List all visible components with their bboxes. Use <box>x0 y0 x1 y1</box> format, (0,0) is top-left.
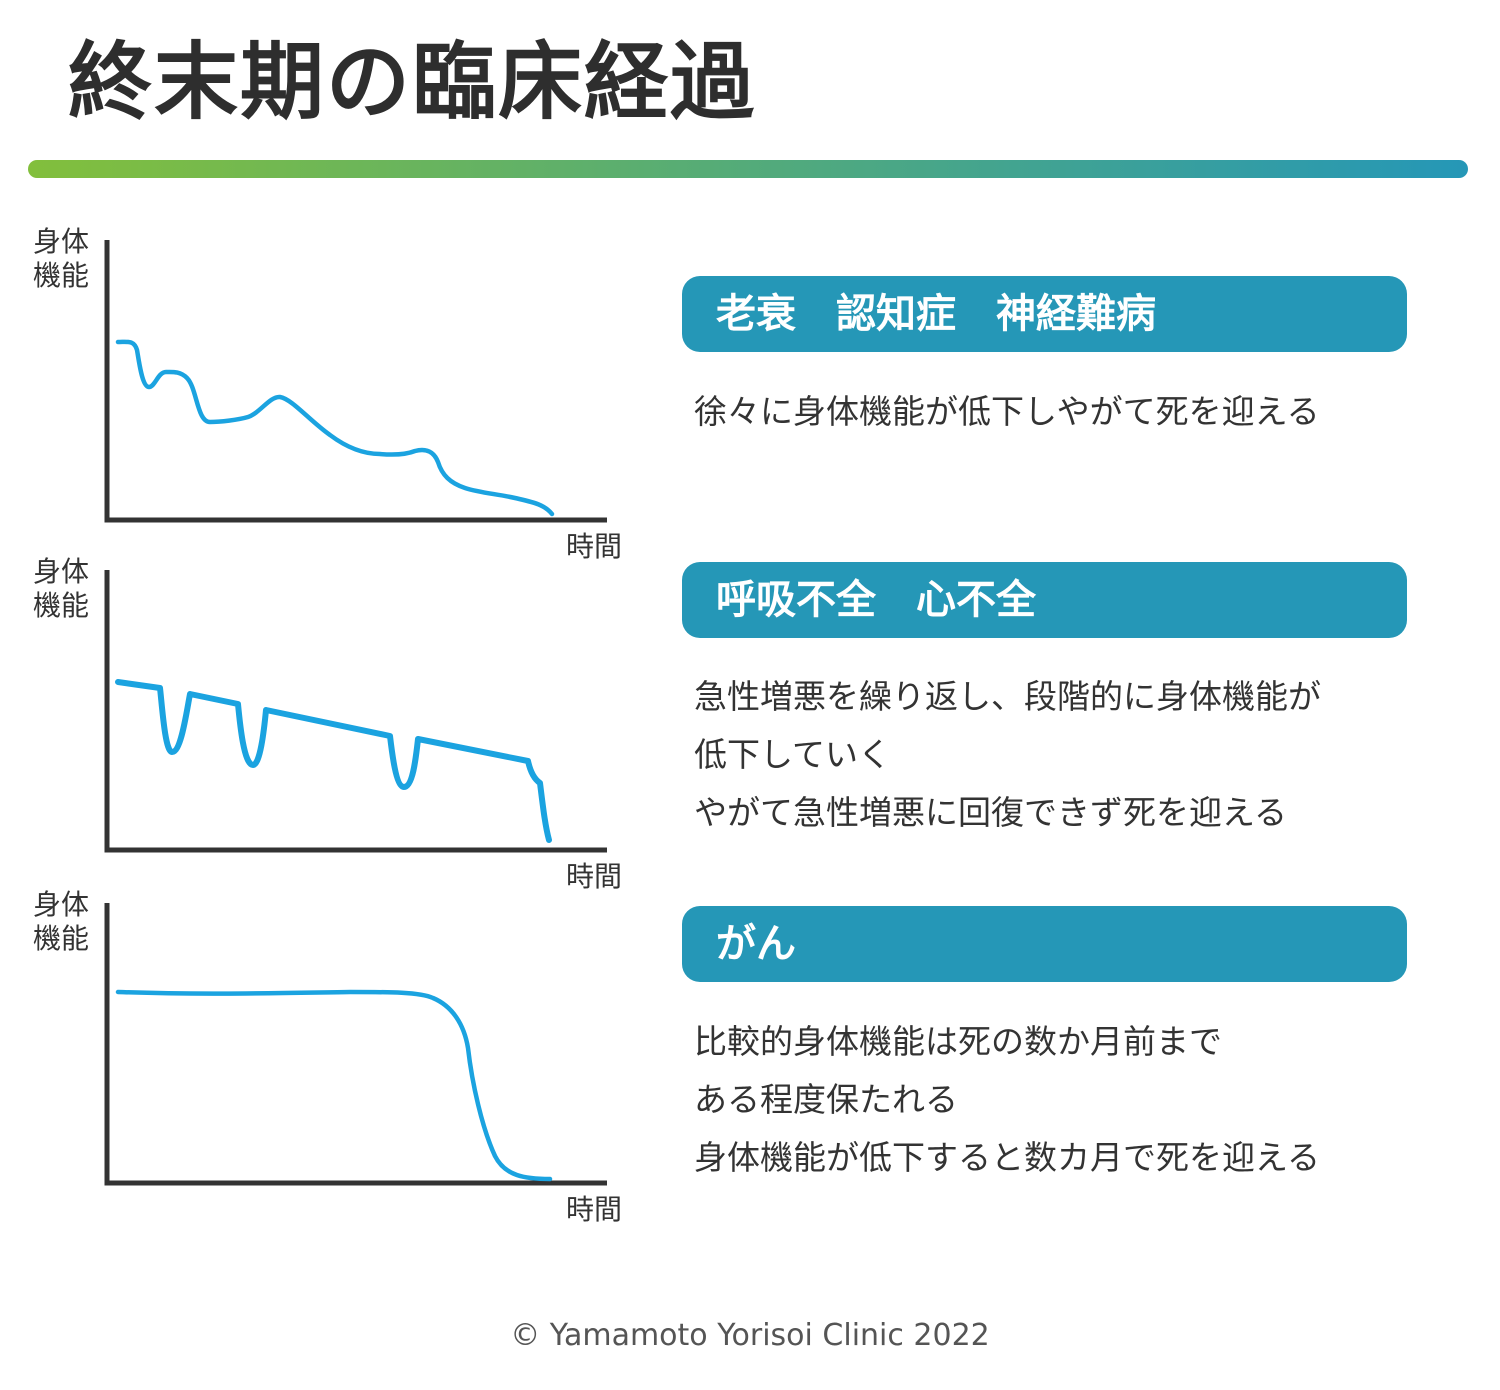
x-axis-label: 時間 <box>566 1193 623 1226</box>
copyright-footer: © Yamamoto Yorisoi Clinic 2022 <box>510 1318 990 1353</box>
description-frailty: 徐々に身体機能が低下しやがて死を迎える <box>694 392 1320 431</box>
chart-stepwise-decline: 身体 機能 時間 <box>20 555 640 905</box>
x-axis-label: 時間 <box>566 860 623 893</box>
chart-gradual-decline: 身体 機能 時間 <box>20 225 640 575</box>
cancer-curve <box>115 989 553 1182</box>
y-axis-label: 身体 機能 <box>33 888 90 955</box>
chart-svg <box>104 570 607 853</box>
decline-curve <box>115 339 555 517</box>
y-axis-label: 身体 機能 <box>33 225 90 292</box>
category-banner-organ-failure: 呼吸不全 心不全 <box>682 562 1407 638</box>
description-organ-failure: 急性増悪を繰り返し、段階的に身体機能が 低下していく やがて急性増悪に回復できず… <box>694 677 1321 832</box>
category-banner-cancer: がん <box>682 906 1407 982</box>
y-axis-label: 身体 機能 <box>33 555 90 622</box>
x-axis-label: 時間 <box>566 530 623 563</box>
stepwise-curve <box>115 679 552 843</box>
axes <box>104 570 607 853</box>
chart-svg <box>104 903 607 1186</box>
axes <box>104 240 607 523</box>
axes <box>104 903 607 1186</box>
title-underline <box>28 160 1468 178</box>
chart-svg <box>104 240 607 523</box>
page-title: 終末期の臨床経過 <box>68 33 757 131</box>
chart-cancer-trajectory: 身体 機能 時間 <box>20 888 640 1238</box>
category-banner-frailty: 老衰 認知症 神経難病 <box>682 276 1407 352</box>
description-cancer: 比較的身体機能は死の数か月前まで ある程度保たれる 身体機能が低下すると数カ月で… <box>694 1022 1321 1177</box>
